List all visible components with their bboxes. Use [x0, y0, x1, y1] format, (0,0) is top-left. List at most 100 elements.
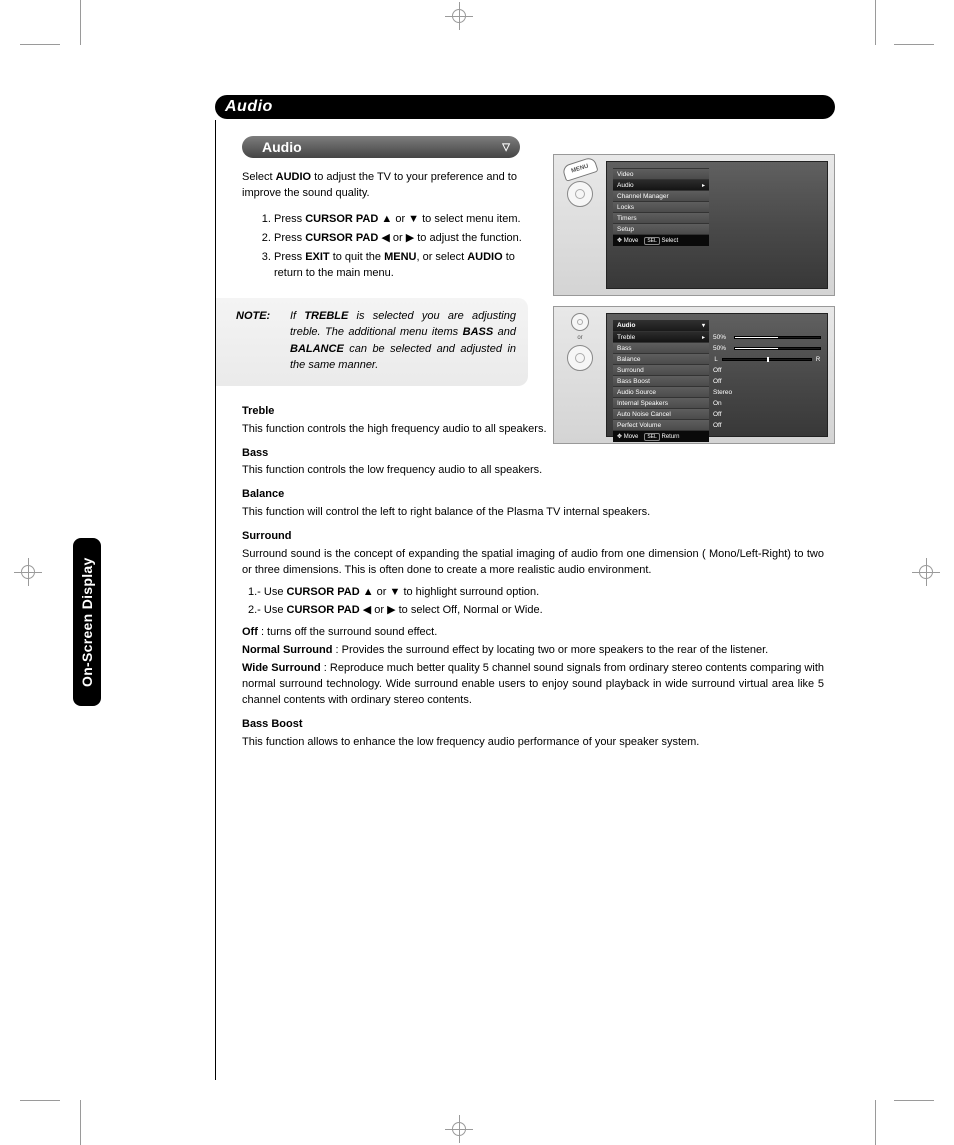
- osd-menu-header: Audio▾: [613, 320, 709, 331]
- or-label: or: [577, 335, 582, 341]
- osd-menu-row: Treble▸: [613, 331, 709, 342]
- t: Wide Surround: [242, 662, 321, 674]
- t: Press: [274, 213, 305, 225]
- desc-body: This function allows to enhance the low …: [242, 735, 824, 751]
- intro-text: Select AUDIO to adjust the TV to your pr…: [242, 170, 532, 202]
- t: MENU: [384, 251, 416, 263]
- tv-frame: VideoAudio▸Channel ManagerLocksTimersSet…: [606, 161, 828, 289]
- osd-menu-row: Locks: [613, 201, 709, 212]
- t: to quit the: [330, 251, 384, 263]
- t: ◀ or ▶ to select Off, Normal or Wide.: [360, 604, 543, 616]
- osd-menu-row: Bass Boost: [613, 375, 709, 386]
- desc-title: Bass: [242, 446, 824, 462]
- osd-menu: VideoAudio▸Channel ManagerLocksTimersSet…: [613, 168, 709, 246]
- osd-value-row: LR: [713, 354, 821, 365]
- osd-menu-row: Surround: [613, 364, 709, 375]
- crop-line: [875, 1100, 876, 1145]
- section-pill-label: Audio: [262, 139, 302, 155]
- crop-line: [20, 44, 60, 45]
- step-item: Press CURSOR PAD ▲ or ▼ to select menu i…: [274, 212, 538, 228]
- osd-menu-row: Timers: [613, 212, 709, 223]
- content-frame: Audio ▽ Select AUDIO to adjust the TV to…: [215, 120, 835, 1080]
- desc-body: This function controls the low frequency…: [242, 463, 824, 479]
- osd-values: 50%50%LROffOffStereoOnOffOff: [713, 332, 821, 431]
- t: and: [493, 326, 516, 338]
- desc-title: Surround: [242, 529, 824, 545]
- desc-body: This function will control the left to r…: [242, 505, 824, 521]
- t: If: [290, 310, 304, 322]
- crop-line: [80, 1100, 81, 1145]
- osd-footer: ✥ MoveSEL Return: [613, 430, 709, 442]
- note-label: NOTE:: [236, 308, 290, 374]
- osd-value-row: 50%: [713, 332, 821, 343]
- t: 2.-: [248, 604, 261, 616]
- osd-menu: Audio▾Treble▸BassBalanceSurroundBass Boo…: [613, 320, 709, 442]
- t: ▲ or ▼ to select menu item.: [378, 213, 520, 225]
- crop-line: [894, 1100, 934, 1101]
- t: BASS: [463, 326, 494, 338]
- osd-menu-row: Balance: [613, 353, 709, 364]
- t: CURSOR PAD: [287, 604, 360, 616]
- crop-line: [20, 1100, 60, 1101]
- osd-menu-row: Internal Speakers: [613, 397, 709, 408]
- def-row: Wide Surround : Reproduce much better qu…: [242, 661, 824, 709]
- t: : Reproduce much better quality 5 channe…: [242, 662, 824, 706]
- crop-line: [894, 44, 934, 45]
- reg-mark-bottom: [445, 1115, 473, 1143]
- osd-value-row: Off: [713, 420, 821, 431]
- exit-button-icon: [571, 313, 589, 331]
- reg-mark-right: [912, 558, 940, 586]
- side-tab-on-screen-display: On-Screen Display: [73, 538, 101, 706]
- def-row: Off : turns off the surround sound effec…: [242, 625, 824, 641]
- t: Normal Surround: [242, 644, 332, 656]
- osd-menu-row: Setup: [613, 223, 709, 234]
- t: Use: [261, 604, 287, 616]
- osd-screenshot-audio-menu: or Audio▾Treble▸BassBalanceSurroundBass …: [553, 306, 835, 444]
- cursor-pad-icon: [567, 345, 593, 371]
- note-box: NOTE: If TREBLE is selected you are adju…: [216, 298, 528, 386]
- menu-button-icon: MENU: [561, 156, 598, 182]
- t: BALANCE: [290, 343, 344, 355]
- step-item: Press CURSOR PAD ◀ or ▶ to adjust the fu…: [274, 231, 538, 247]
- chevron-down-icon: ▽: [502, 142, 510, 153]
- osd-value-row: Off: [713, 409, 821, 420]
- osd-menu-row: Channel Manager: [613, 190, 709, 201]
- osd-menu-row: Auto Noise Cancel: [613, 408, 709, 419]
- crop-line: [875, 0, 876, 45]
- t: CURSOR PAD: [287, 586, 360, 598]
- t: ▲ or ▼ to highlight surround option.: [360, 586, 540, 598]
- desc-body: Surround sound is the concept of expandi…: [242, 547, 824, 579]
- remote-hint: or: [560, 313, 600, 371]
- t: : turns off the surround sound effect.: [258, 626, 437, 638]
- osd-footer: ✥ MoveSEL Select: [613, 234, 709, 246]
- surround-steps: 1.- Use CURSOR PAD ▲ or ▼ to highlight s…: [248, 585, 824, 619]
- t: Press: [274, 232, 305, 244]
- t: CURSOR PAD: [305, 213, 378, 225]
- t: EXIT: [305, 251, 329, 263]
- def-row: Normal Surround : Provides the surround …: [242, 643, 824, 659]
- osd-value-row: On: [713, 398, 821, 409]
- osd-value-row: Stereo: [713, 387, 821, 398]
- descriptions: Treble This function controls the high f…: [242, 404, 824, 751]
- t: TREBLE: [304, 310, 348, 322]
- osd-value-row: 50%: [713, 343, 821, 354]
- t: AUDIO: [467, 251, 502, 263]
- osd-menu-row: Bass: [613, 342, 709, 353]
- osd-value-row: Off: [713, 376, 821, 387]
- surround-step: 2.- Use CURSOR PAD ◀ or ▶ to select Off,…: [248, 603, 824, 619]
- section-pill-audio: Audio ▽: [242, 136, 520, 158]
- reg-mark-left: [14, 558, 42, 586]
- osd-value-row: Off: [713, 365, 821, 376]
- steps-list: Press CURSOR PAD ▲ or ▼ to select menu i…: [258, 212, 538, 282]
- t: , or select: [416, 251, 467, 263]
- t: Use: [261, 586, 287, 598]
- crop-line: [80, 0, 81, 45]
- step-item: Press EXIT to quit the MENU, or select A…: [274, 250, 538, 282]
- text: Select: [242, 171, 276, 183]
- text-bold: AUDIO: [276, 171, 311, 183]
- osd-menu-row: Audio Source: [613, 386, 709, 397]
- t: CURSOR PAD: [305, 232, 378, 244]
- desc-title: Bass Boost: [242, 717, 824, 733]
- osd-menu-row: Audio▸: [613, 179, 709, 190]
- osd-screenshot-main-menu: MENU VideoAudio▸Channel ManagerLocksTime…: [553, 154, 835, 296]
